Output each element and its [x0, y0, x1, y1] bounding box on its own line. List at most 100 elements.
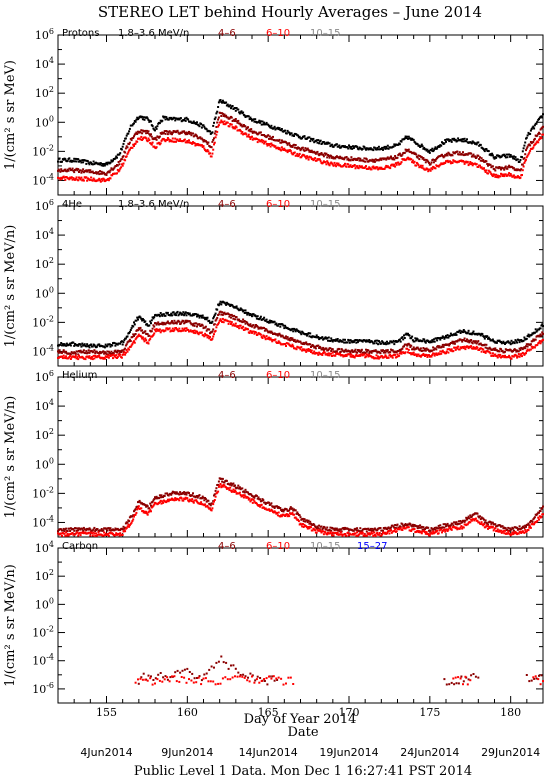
data-point [146, 132, 149, 134]
data-point [286, 151, 289, 154]
data-point [347, 147, 350, 150]
data-point [211, 320, 214, 323]
data-point [175, 140, 177, 143]
data-point [339, 528, 342, 531]
data-point [187, 141, 190, 144]
legend-entry: 4–6 [218, 199, 236, 210]
data-point [395, 163, 398, 166]
data-point [227, 322, 230, 325]
data-point [411, 159, 414, 162]
data-point [145, 339, 148, 342]
data-point [229, 320, 232, 323]
data-point [162, 131, 165, 134]
data-point [375, 148, 378, 151]
data-point [528, 335, 531, 338]
data-point [107, 179, 110, 182]
data-point [221, 313, 224, 316]
data-point [110, 159, 113, 162]
data-point [293, 143, 295, 146]
data-point [183, 138, 186, 141]
data-point [168, 130, 171, 133]
data-point [211, 152, 214, 155]
data-point [222, 321, 225, 324]
data-point [246, 313, 249, 316]
data-point [504, 156, 507, 159]
data-point [497, 353, 500, 356]
data-point [278, 147, 281, 150]
legend-entry: 6–10 [266, 370, 290, 381]
data-point [65, 527, 68, 530]
data-point [270, 502, 273, 505]
data-point [274, 511, 277, 514]
data-point [488, 346, 491, 349]
data-point [451, 162, 454, 164]
data-point [312, 352, 315, 355]
data-point [208, 319, 211, 322]
data-point [384, 351, 387, 354]
data-point [105, 528, 108, 531]
data-point [453, 340, 456, 343]
data-point [166, 492, 169, 495]
data-point [349, 339, 352, 342]
data-point [215, 112, 218, 115]
data-point [492, 355, 495, 357]
data-point [529, 132, 532, 135]
data-point [278, 323, 281, 326]
data-point [320, 525, 323, 528]
data-point [121, 533, 124, 536]
data-point [292, 509, 295, 512]
data-point [100, 528, 103, 530]
data-point [487, 150, 490, 153]
data-point [483, 521, 486, 524]
data-point [405, 150, 408, 153]
data-point [490, 522, 493, 525]
data-point [255, 138, 258, 140]
data-point [453, 342, 456, 345]
data-point [112, 353, 115, 356]
data-point [174, 312, 177, 315]
data-point [284, 324, 287, 327]
data-point [82, 349, 85, 352]
data-point [369, 167, 371, 170]
data-point [196, 496, 199, 499]
data-point [445, 152, 448, 155]
data-point [389, 353, 392, 356]
data-point [534, 328, 537, 331]
data-point [384, 531, 387, 534]
series-0 [57, 300, 544, 349]
data-point [325, 347, 328, 350]
data-point [331, 348, 334, 351]
data-point [130, 139, 133, 142]
data-point [268, 321, 270, 324]
data-point [356, 165, 359, 168]
data-point [134, 333, 137, 335]
data-point [179, 322, 182, 325]
data-point [72, 352, 75, 355]
data-point [74, 178, 76, 181]
data-point [196, 313, 199, 316]
data-point [451, 522, 454, 525]
data-point [499, 175, 502, 178]
data-point [72, 169, 75, 172]
data-point [374, 357, 377, 360]
data-point [352, 159, 354, 162]
data-point [134, 142, 137, 145]
data-point [508, 341, 511, 344]
data-point [220, 303, 223, 306]
data-point [438, 526, 441, 529]
data-point [68, 356, 71, 359]
data-point [348, 339, 350, 342]
data-point [148, 324, 151, 327]
data-point [308, 522, 311, 525]
data-point [160, 494, 163, 497]
data-point [192, 121, 194, 124]
data-point [376, 532, 379, 534]
y-tick-label: 10-2 [32, 143, 54, 158]
data-point [132, 514, 135, 517]
data-point [407, 523, 410, 526]
data-point [476, 512, 479, 515]
data-point [307, 149, 310, 152]
data-point [396, 156, 399, 159]
data-point [193, 324, 196, 327]
